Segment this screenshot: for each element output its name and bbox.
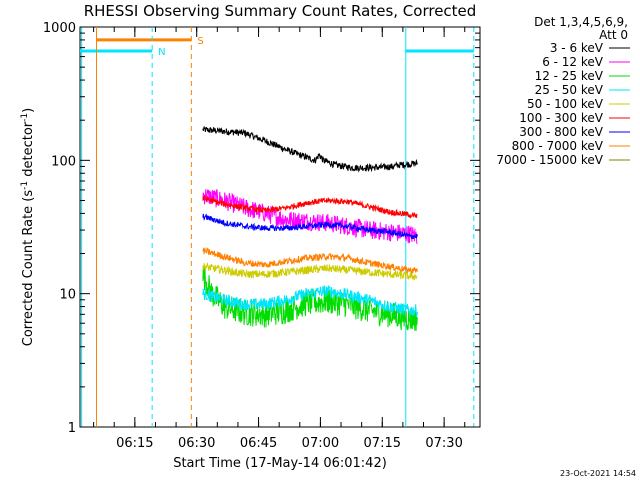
y-axis-label-main: Corrected Count Rate (s	[21, 190, 36, 347]
legend-label: 800 - 7000 keV	[512, 139, 604, 153]
x-tick-label: 07:30	[425, 436, 462, 451]
footer-date: 23-Oct-2021 14:54	[560, 469, 636, 478]
series-line	[202, 261, 418, 281]
series-line	[202, 246, 418, 274]
legend-label: 3 - 6 keV	[550, 41, 604, 55]
legend-label: 6 - 12 keV	[542, 55, 604, 69]
x-axis-label: Start Time (17-May-14 06:01:42)	[173, 456, 387, 471]
series-line	[202, 126, 418, 173]
flag-boundaries	[81, 27, 475, 427]
x-tick-label: 06:15	[116, 436, 153, 451]
x-tick-label: 06:45	[240, 436, 277, 451]
legend-header-line1: Det 1,3,4,5,6,9,	[534, 15, 628, 29]
y-axis-label-end: )	[21, 108, 36, 113]
series-line	[202, 266, 418, 331]
series-line	[202, 195, 418, 219]
axis-ticks: 1 10 100 1000 06:15 06:30 06:45 07:00 07:15 07:30	[43, 21, 480, 451]
flag-label: N	[158, 47, 165, 58]
y-tick-label: 1000	[43, 21, 76, 36]
y-axis-label: Corrected Count Rate (s-1 detector-1)	[20, 108, 36, 346]
x-tick-label: 06:30	[178, 436, 215, 451]
series-line	[202, 188, 418, 245]
legend-label: 7000 - 15000 keV	[496, 153, 603, 167]
legend-label: 50 - 100 keV	[527, 97, 604, 111]
y-tick-label: 100	[51, 154, 76, 169]
series-line	[202, 285, 418, 318]
legend-label: 300 - 800 keV	[519, 125, 603, 139]
y-axis-label-sup2: -1	[20, 113, 30, 122]
plot-area	[79, 26, 481, 428]
x-tick-label: 07:00	[302, 436, 339, 451]
y-tick-label: 1	[68, 421, 76, 436]
y-axis-label-mid: detector	[21, 121, 36, 181]
x-tick-label: 07:15	[364, 436, 401, 451]
legend-label: 100 - 300 keV	[519, 111, 603, 125]
y-axis-label-sup1: -1	[20, 181, 30, 190]
flag-label: S	[197, 36, 203, 47]
y-tick-label: 10	[59, 288, 76, 303]
chart-title: RHESSI Observing Summary Count Rates, Co…	[84, 2, 477, 20]
legend-header-line2: Att 0	[599, 28, 628, 42]
plot-frame	[79, 26, 481, 428]
series-line	[202, 213, 418, 240]
legend-label: 12 - 25 keV	[535, 69, 604, 83]
series-group	[202, 126, 418, 331]
legend-label: 25 - 50 keV	[535, 83, 604, 97]
observing-flags: SN	[80, 36, 474, 58]
